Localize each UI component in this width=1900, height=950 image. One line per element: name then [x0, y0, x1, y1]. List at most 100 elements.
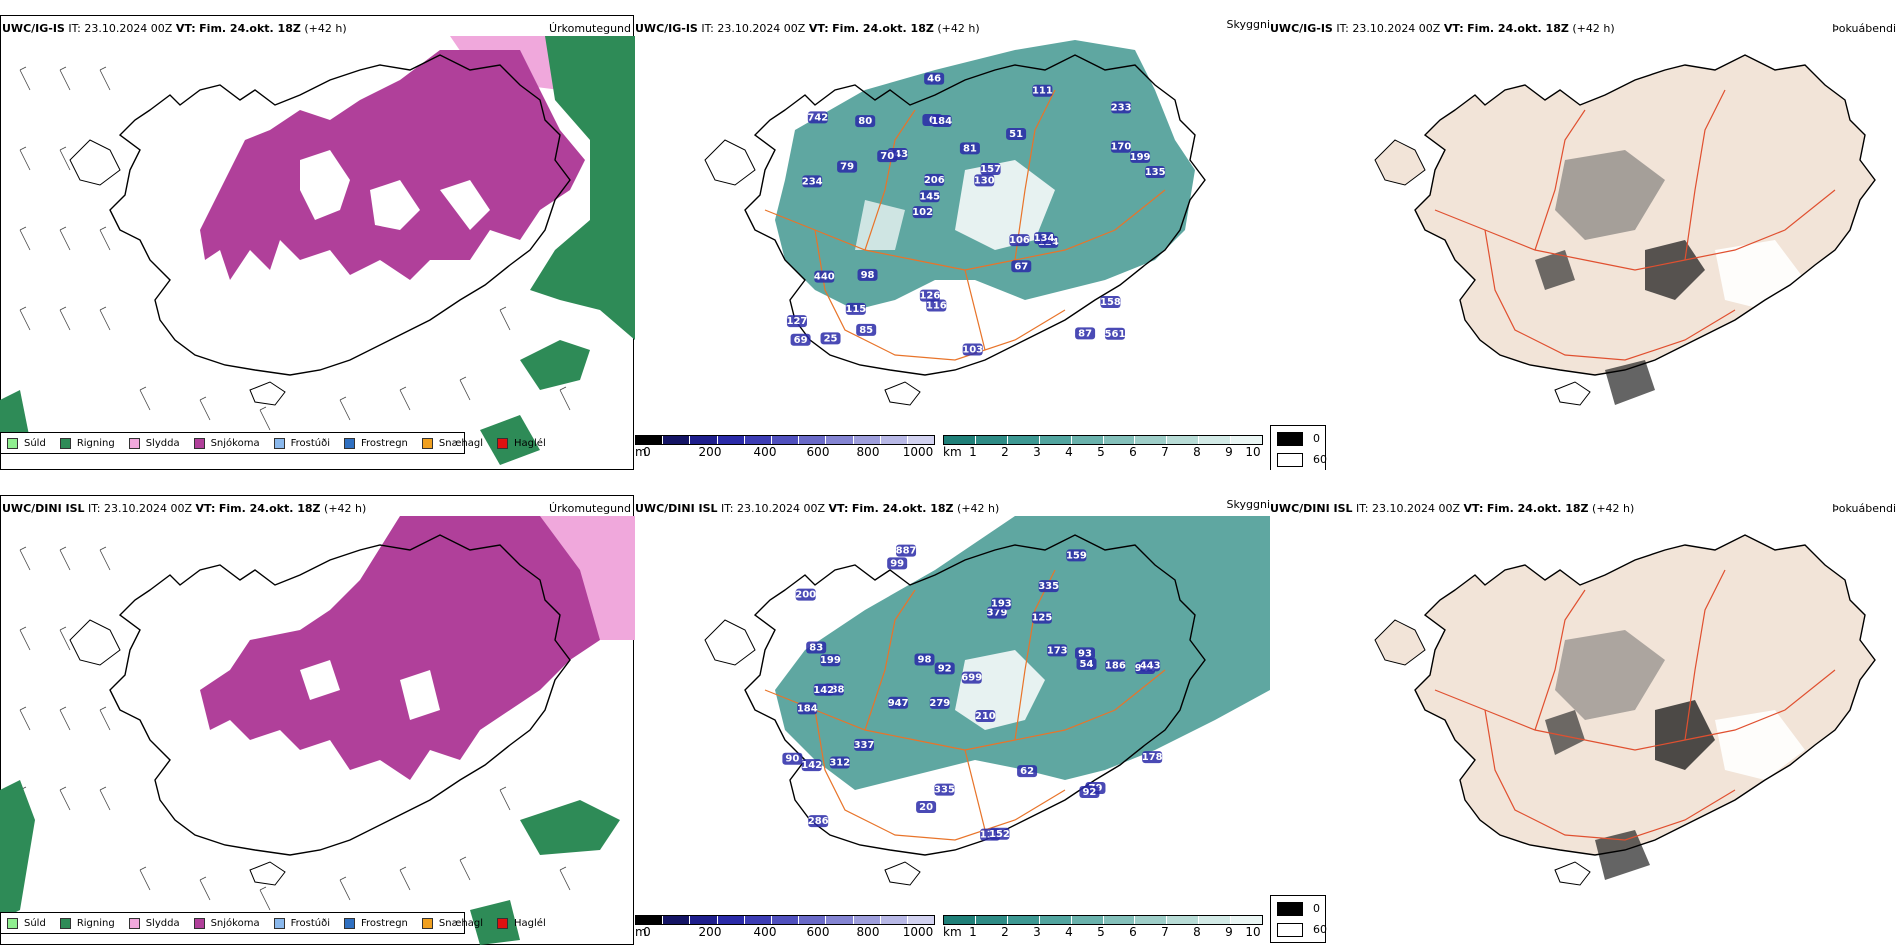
- legend-item: Frostregn: [344, 437, 408, 449]
- tick-label: 7: [1161, 445, 1169, 459]
- elevation-max-marker: [1076, 657, 1097, 670]
- elevation-max-label: 186: [1105, 661, 1126, 672]
- colorbar-segment: [663, 916, 691, 924]
- tick-label: 800: [856, 925, 880, 939]
- elevation-max-marker: [1110, 140, 1131, 153]
- precip-legend: Súld Rigning Slydda Snjókoma Frostúði Fr…: [0, 912, 546, 934]
- elevation-max-label: 742: [807, 112, 828, 123]
- tick-label: 2: [1001, 925, 1009, 939]
- elevation-max-marker: [1104, 327, 1125, 340]
- product-label: Þokuábendi: [1832, 22, 1896, 35]
- fog-legend-label: 60: [1313, 453, 1327, 466]
- legend-swatch: [193, 917, 205, 929]
- tick-label: 200: [698, 925, 722, 939]
- visibility-map: 5612342331025125681440243127115184157124…: [704, 40, 1206, 406]
- colorbar-segment: [799, 436, 827, 444]
- legend-swatch: [273, 917, 285, 929]
- elevation-max-marker: [1009, 234, 1030, 247]
- visibility-colorbar: km 1 2 3 4 5 6 7 8 9 10: [943, 915, 1263, 945]
- elevation-max-label: 184: [931, 116, 952, 127]
- colorbar-segment: [944, 916, 976, 924]
- elevation-max-marker: [888, 696, 909, 709]
- map-frame: [0, 495, 634, 945]
- elevation-max-marker: [786, 315, 807, 328]
- elevation-max-label: 92: [938, 663, 952, 674]
- tick-label: 200: [698, 445, 722, 459]
- colorbar-segment: [1071, 436, 1104, 444]
- elevation-unit: m: [635, 925, 647, 939]
- elevation-max-marker: [813, 683, 834, 696]
- elevation-max-marker: [896, 544, 917, 557]
- elevation-max-marker: [991, 597, 1012, 610]
- elevation-max-marker: [1142, 751, 1163, 764]
- fog-legend-label: 0: [1313, 432, 1320, 445]
- elevation-max-label: 210: [975, 711, 996, 722]
- elevation-max-label: 130: [974, 175, 995, 186]
- elevation-max-label: 116: [926, 300, 947, 311]
- legend-swatch: [128, 437, 140, 449]
- elevation-max-marker: [795, 588, 816, 601]
- colorbar-segment: [853, 436, 881, 444]
- tick-label: 3: [1033, 925, 1041, 939]
- elevation-colorbar: m 0 200 400 600 800 1000: [635, 915, 935, 945]
- legend-swatch: [7, 437, 18, 449]
- panel-title: UWC/DINI ISL IT: 23.10.2024 00Z VT: Fim.…: [2, 502, 367, 515]
- colorbar-segment: [1199, 436, 1232, 444]
- elevation-max-label: 200: [795, 590, 816, 601]
- precip-legend: Súld Rigning Slydda Snjókoma Frostúði Fr…: [0, 432, 546, 454]
- colorbar-segment: [975, 436, 1008, 444]
- elevation-max-marker: [989, 827, 1010, 840]
- product-label: Skyggni: [1226, 18, 1270, 31]
- elevation-max-marker: [959, 142, 980, 155]
- panel-title: UWC/DINI ISL IT: 23.10.2024 00Z VT: Fim.…: [635, 502, 1000, 515]
- elevation-max-label: 92: [1082, 787, 1096, 798]
- elevation-max-marker: [807, 111, 828, 124]
- elevation-max-marker: [914, 653, 935, 666]
- tick-label: 10: [1245, 445, 1261, 459]
- colorbar-segment: [907, 436, 935, 444]
- elevation-max-label: 159: [1066, 550, 1087, 561]
- panel-title: UWC/DINI ISL IT: 23.10.2024 00Z VT: Fim.…: [1270, 502, 1635, 515]
- legend-swatch: [421, 917, 433, 929]
- tick-label: 3: [1033, 445, 1041, 459]
- fog-swatch: [1277, 923, 1303, 937]
- elevation-max-label: 184: [797, 703, 818, 714]
- colorbar-segment: [636, 916, 664, 924]
- elevation-max-marker: [820, 654, 841, 667]
- elevation-max-marker: [820, 332, 841, 345]
- colorbar-segment: [826, 436, 854, 444]
- elevation-max-label: 142: [801, 760, 822, 771]
- elevation-max-marker: [1130, 150, 1151, 163]
- colorbar-segment: [690, 436, 718, 444]
- elevation-max-label: 337: [854, 740, 875, 751]
- elevation-max-label: 193: [991, 599, 1012, 610]
- elevation-max-marker: [797, 702, 818, 715]
- elevation-max-label: 173: [1047, 645, 1068, 656]
- elevation-max-marker: [912, 206, 933, 219]
- tick-label: 8: [1193, 925, 1201, 939]
- elevation-max-marker: [801, 759, 822, 772]
- elevation-max-marker: [829, 756, 850, 769]
- tick-label: 800: [856, 445, 880, 459]
- colorbar-segment: [717, 916, 745, 924]
- elevation-max-marker: [856, 323, 877, 336]
- tick-label: 4: [1065, 445, 1073, 459]
- elevation-max-marker: [1145, 166, 1166, 179]
- legend-swatch: [273, 437, 285, 449]
- colorbar-segment: [744, 916, 772, 924]
- elevation-max-label: 93: [1078, 648, 1092, 659]
- legend-swatch: [497, 917, 509, 929]
- tick-label: 1000: [902, 925, 934, 939]
- elevation-max-label: 206: [924, 175, 945, 186]
- elevation-max-marker: [926, 299, 947, 312]
- elevation-max-label: 234: [802, 176, 823, 187]
- colorbar-segment: [717, 436, 745, 444]
- elevation-max-label: 83: [809, 642, 823, 653]
- elevation-max-label: 561: [1105, 329, 1126, 340]
- elevation-max-marker: [1079, 785, 1100, 798]
- fog-legend: 0 60: [1270, 895, 1327, 943]
- legend-item: Rigning: [59, 437, 115, 449]
- elevation-max-marker: [1100, 296, 1121, 309]
- panel-visibility-bottom: UWC/DINI ISL IT: 23.10.2024 00Z VT: Fim.…: [635, 490, 1270, 950]
- colorbar-segment: [1199, 916, 1232, 924]
